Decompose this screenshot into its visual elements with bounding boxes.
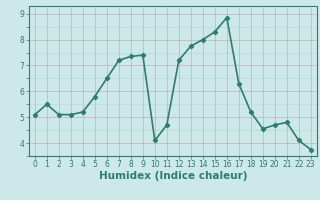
X-axis label: Humidex (Indice chaleur): Humidex (Indice chaleur) xyxy=(99,171,247,181)
